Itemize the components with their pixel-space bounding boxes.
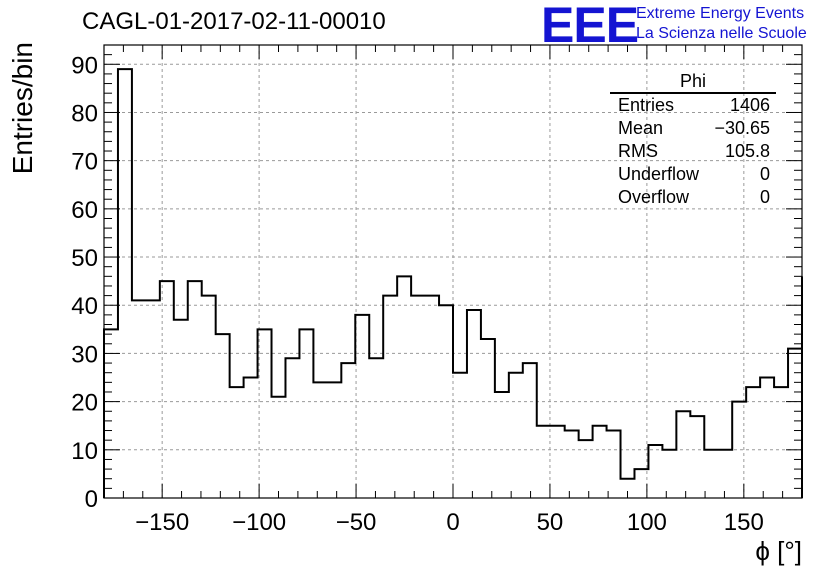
x-tick-label: 0 [446,509,459,536]
stats-row-overflow: Overflow 0 [610,186,776,209]
logo-text: Extreme Energy Events La Scienza nelle S… [636,4,807,44]
y-tick-label: 30 [71,341,98,368]
y-tick-label: 60 [71,197,98,224]
x-tick-label: −50 [336,509,377,536]
stats-label: Overflow [618,187,690,207]
stats-row-mean: Mean −30.65 [610,117,776,140]
histogram-series [103,68,803,498]
x-tick-label: 150 [724,509,764,536]
stats-value: −30.65 [714,118,770,138]
stats-label: Mean [618,118,664,138]
stats-label: Entries [618,95,675,115]
y-axis-label: Entries/bin [7,42,38,174]
stats-row-rms: RMS 105.8 [610,140,776,163]
stats-label: Underflow [618,164,700,184]
y-tick-label: 40 [71,293,98,320]
x-tick-label: 100 [627,509,667,536]
y-tick-label: 50 [71,245,98,272]
x-tick-label: −100 [232,509,286,536]
y-tick-label: 20 [71,390,98,417]
stats-value: 1406 [729,95,770,115]
stats-value: 0 [759,164,770,184]
x-tick-label: 50 [537,509,564,536]
y-tick-label: 10 [71,438,98,465]
x-tick-label: −150 [135,509,189,536]
logo-line-2: La Scienza nelle Scuole [636,25,807,42]
eee-logo: EEE [541,0,639,53]
y-tick-label: 70 [71,149,98,176]
stats-box: Phi Entries 1406 Mean −30.65 RMS 105.8 Unde… [610,70,776,209]
logo-line-1: Extreme Energy Events [636,5,805,22]
stats-value: 0 [759,187,770,207]
y-tick-label: 80 [71,100,98,127]
y-tick-label: 90 [71,52,98,79]
stats-row-underflow: Underflow 0 [610,163,776,186]
x-axis-label: ϕ [°] [755,536,802,566]
chart-title: CAGL-01-2017-02-11-00010 [82,8,386,35]
stats-value: 105.8 [724,141,770,161]
y-tick-label: 0 [85,486,98,513]
stats-title: Phi [610,70,776,94]
stats-label: RMS [618,141,658,161]
stats-row-entries: Entries 1406 [610,94,776,117]
